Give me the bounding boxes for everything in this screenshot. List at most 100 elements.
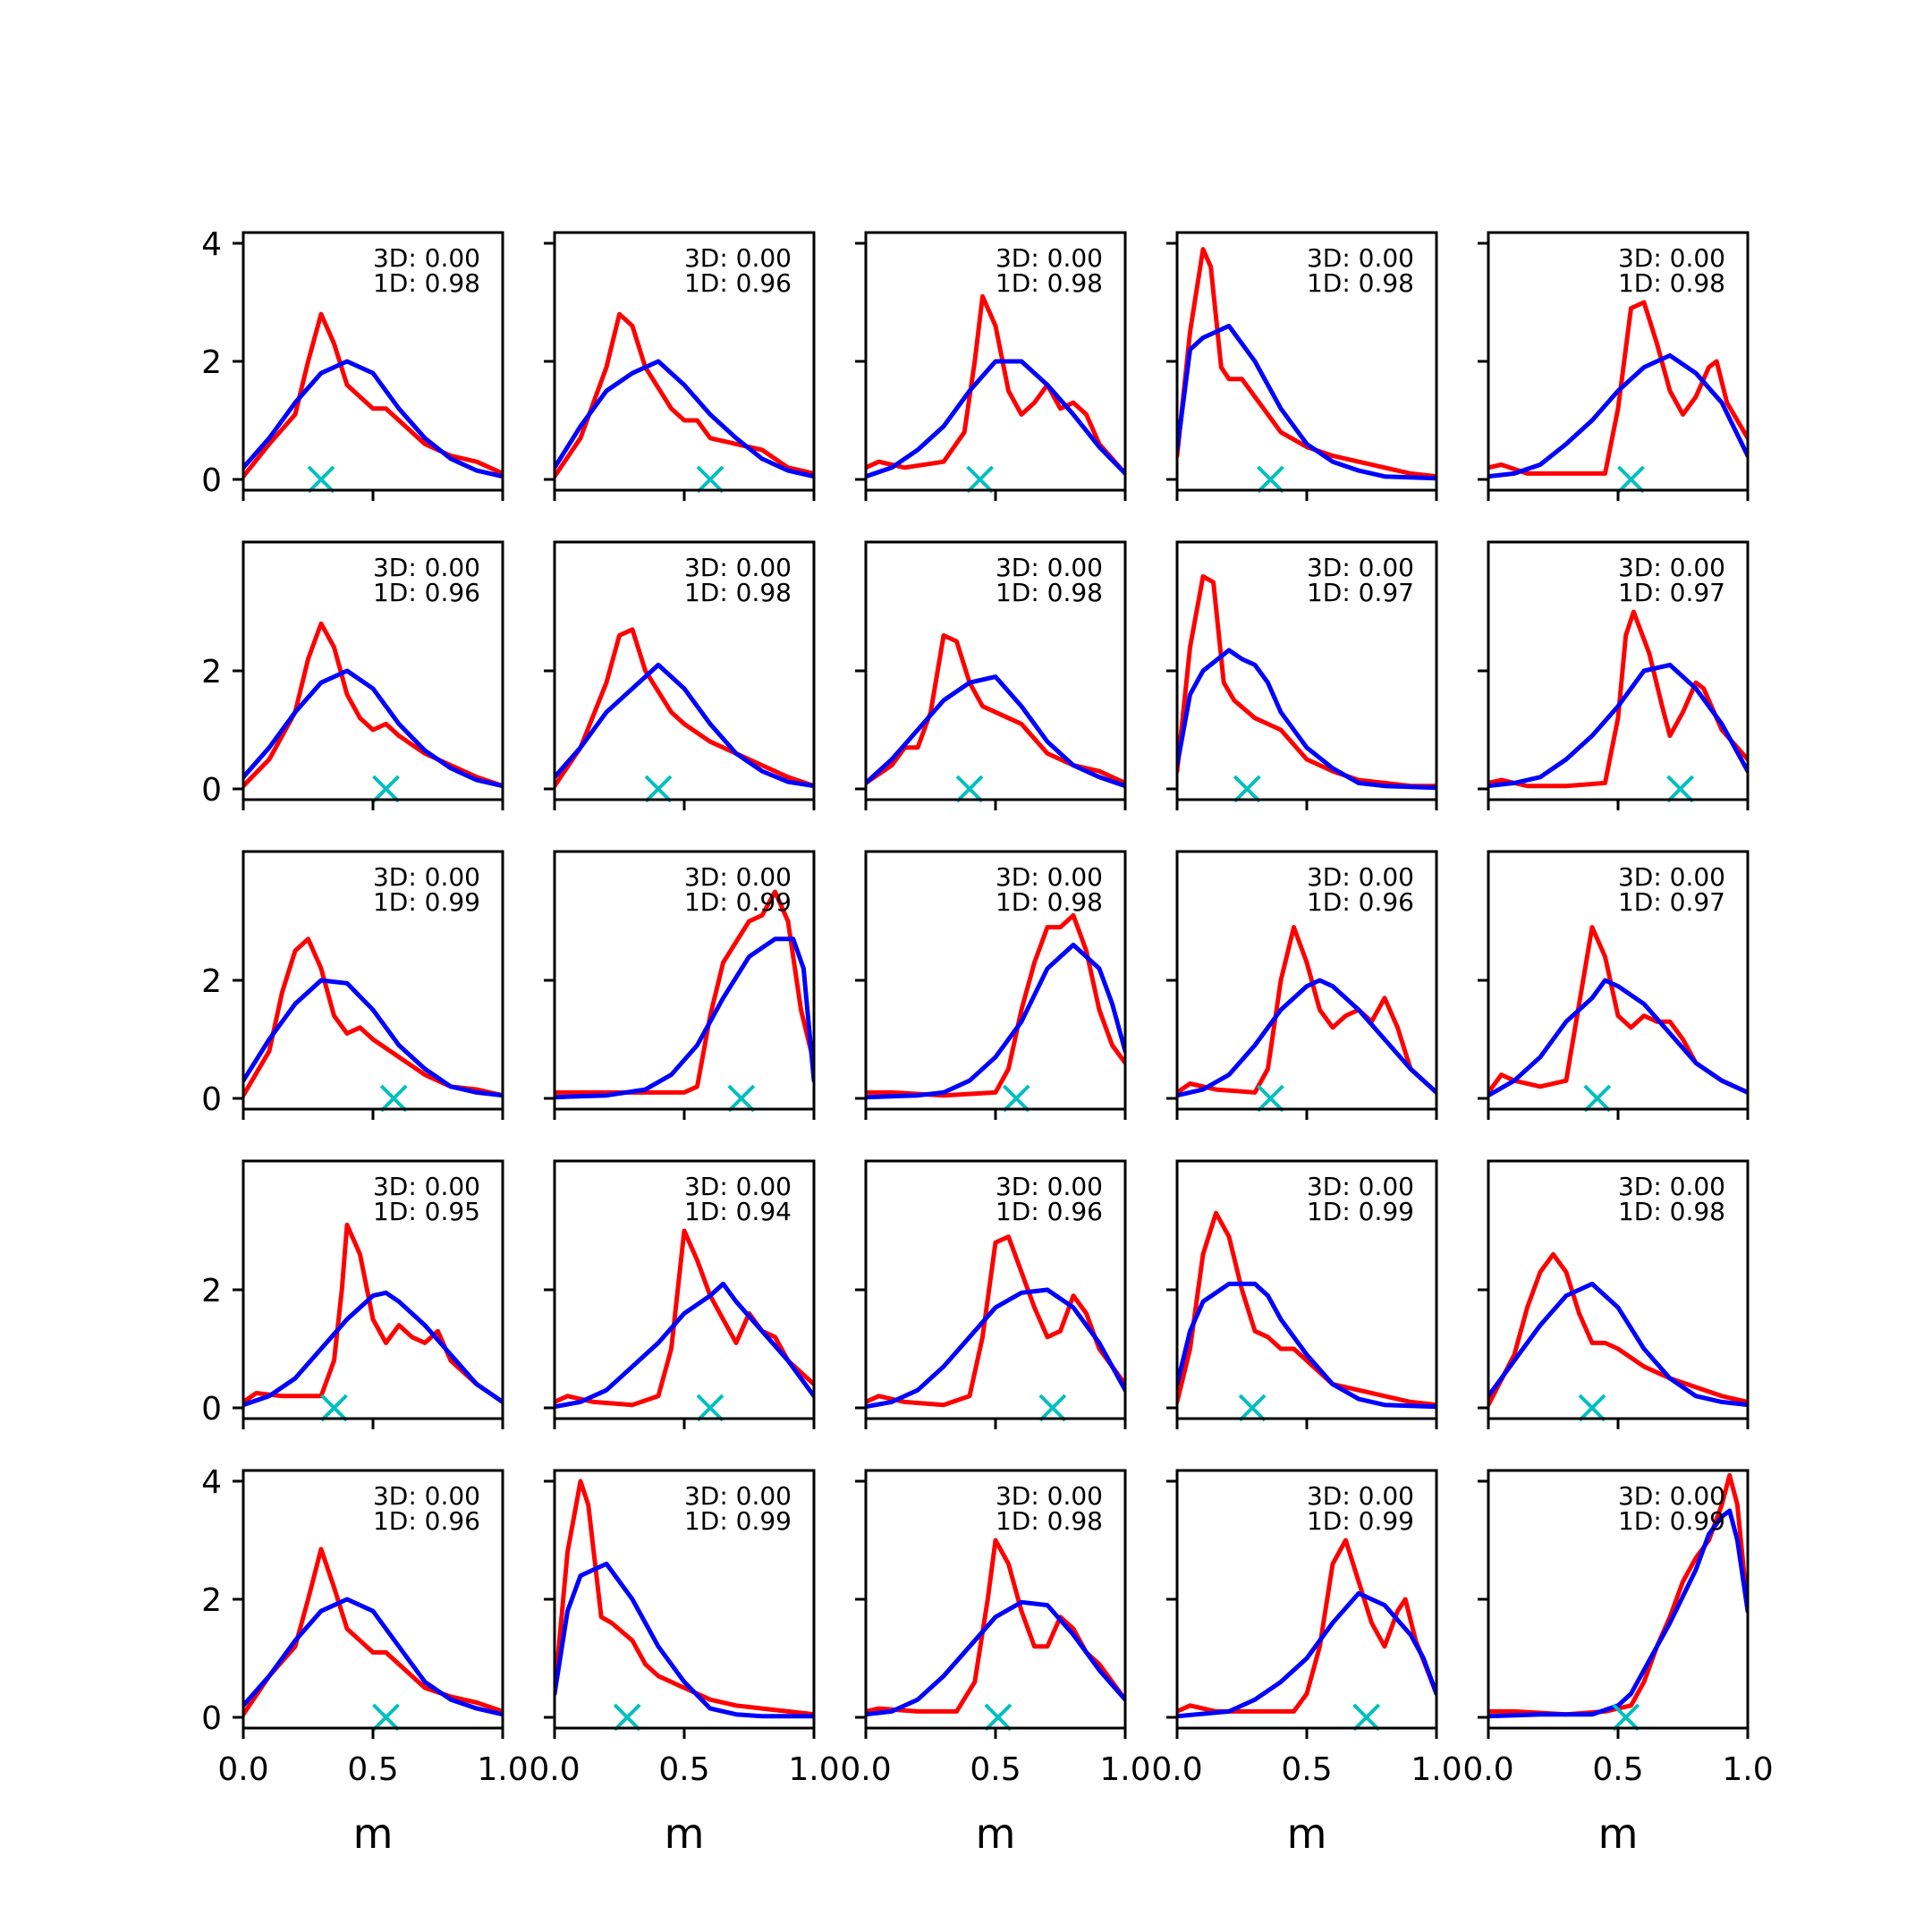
x-marker: [1038, 1394, 1067, 1422]
annotation-3d: 3D: 0.00: [1307, 862, 1414, 892]
annotation-1d: 1D: 0.96: [373, 578, 480, 607]
x-marker: [1617, 465, 1645, 494]
x-tick-label: 1.0: [1411, 1751, 1462, 1788]
y-tick-label: 2: [201, 654, 222, 691]
blue-series-line: [866, 674, 1125, 789]
blue-series-line: [555, 1561, 814, 1719]
red-series-line: [1177, 925, 1436, 1095]
y-tick-label: 0: [201, 772, 222, 809]
annotation-1d: 1D: 0.98: [996, 887, 1103, 917]
y-tick-label: 2: [201, 1273, 222, 1309]
annotation-1d: 1D: 0.97: [1618, 578, 1725, 607]
red-series-line: [1177, 1210, 1436, 1408]
x-marker: [372, 775, 400, 803]
red-series-line: [866, 1234, 1125, 1408]
x-marker: [1666, 775, 1695, 803]
blue-series-line: [555, 936, 814, 1100]
annotation-1d: 1D: 0.99: [1618, 1506, 1725, 1536]
blue-series-line: [555, 662, 814, 789]
x-axis-label: m: [1598, 1809, 1639, 1858]
annotation-1d: 1D: 0.96: [684, 268, 792, 298]
annotation-1d: 1D: 0.94: [684, 1197, 792, 1226]
blue-series-line: [866, 942, 1125, 1100]
red-series-line: [243, 1222, 503, 1404]
x-marker: [644, 775, 673, 803]
y-tick-label: 0: [201, 1391, 222, 1428]
annotation-1d: 1D: 0.99: [684, 1506, 792, 1536]
y-tick-label: 4: [201, 226, 222, 263]
x-marker: [307, 465, 335, 494]
annotation-3d: 3D: 0.00: [1618, 1172, 1725, 1201]
x-marker: [320, 1394, 348, 1422]
x-tick-label: 0.5: [1592, 1751, 1643, 1788]
x-tick-label: 0.5: [658, 1751, 709, 1788]
annotation-1d: 1D: 0.98: [684, 578, 792, 607]
x-marker: [1352, 1703, 1381, 1732]
x-tick-label: 0.5: [1281, 1751, 1332, 1788]
annotation-3d: 3D: 0.00: [996, 243, 1103, 273]
annotation-1d: 1D: 0.97: [1307, 578, 1414, 607]
red-series-line: [1488, 300, 1748, 476]
blue-series-line: [1488, 662, 1748, 789]
annotation-1d: 1D: 0.96: [1307, 887, 1414, 917]
blue-series-line: [555, 1281, 814, 1410]
red-series-line: [1177, 573, 1436, 789]
x-marker: [727, 1084, 756, 1113]
red-series-line: [1177, 1538, 1436, 1714]
x-marker: [613, 1703, 641, 1732]
x-marker: [1583, 1084, 1612, 1113]
annotation-1d: 1D: 0.99: [373, 887, 480, 917]
annotation-3d: 3D: 0.00: [1307, 243, 1414, 273]
blue-series-line: [1177, 1281, 1436, 1410]
x-marker: [696, 1394, 724, 1422]
blue-series-line: [1488, 978, 1748, 1098]
annotation-3d: 3D: 0.00: [1618, 862, 1725, 892]
x-marker: [1233, 775, 1261, 803]
red-series-line: [1488, 925, 1748, 1095]
annotation-1d: 1D: 0.96: [996, 1197, 1103, 1226]
y-tick-label: 2: [201, 1582, 222, 1619]
red-series-line: [555, 1228, 814, 1408]
annotation-1d: 1D: 0.98: [373, 268, 480, 298]
x-tick-label: 0.0: [1151, 1751, 1202, 1788]
x-axis-label: m: [976, 1809, 1016, 1858]
x-marker: [1612, 1703, 1640, 1732]
annotation-3d: 3D: 0.00: [373, 553, 480, 582]
blue-series-line: [243, 359, 503, 479]
annotation-3d: 3D: 0.00: [373, 1172, 480, 1201]
annotation-3d: 3D: 0.00: [1307, 553, 1414, 582]
annotation-3d: 3D: 0.00: [373, 1481, 480, 1511]
x-axis-label: m: [353, 1809, 394, 1858]
annotation-3d: 3D: 0.00: [684, 862, 792, 892]
blue-series-line: [243, 978, 503, 1098]
x-tick-label: 0.5: [347, 1751, 398, 1788]
y-tick-label: 0: [201, 1700, 222, 1737]
red-series-line: [866, 912, 1125, 1098]
annotation-3d: 3D: 0.00: [684, 1481, 792, 1511]
blue-series-line: [243, 1290, 503, 1408]
blue-series-line: [866, 1287, 1125, 1410]
blue-series-line: [1488, 352, 1748, 479]
annotation-3d: 3D: 0.00: [1618, 243, 1725, 273]
y-tick-label: 0: [201, 1081, 222, 1118]
red-series-line: [555, 627, 814, 789]
red-series-line: [866, 632, 1125, 785]
annotation-3d: 3D: 0.00: [684, 243, 792, 273]
